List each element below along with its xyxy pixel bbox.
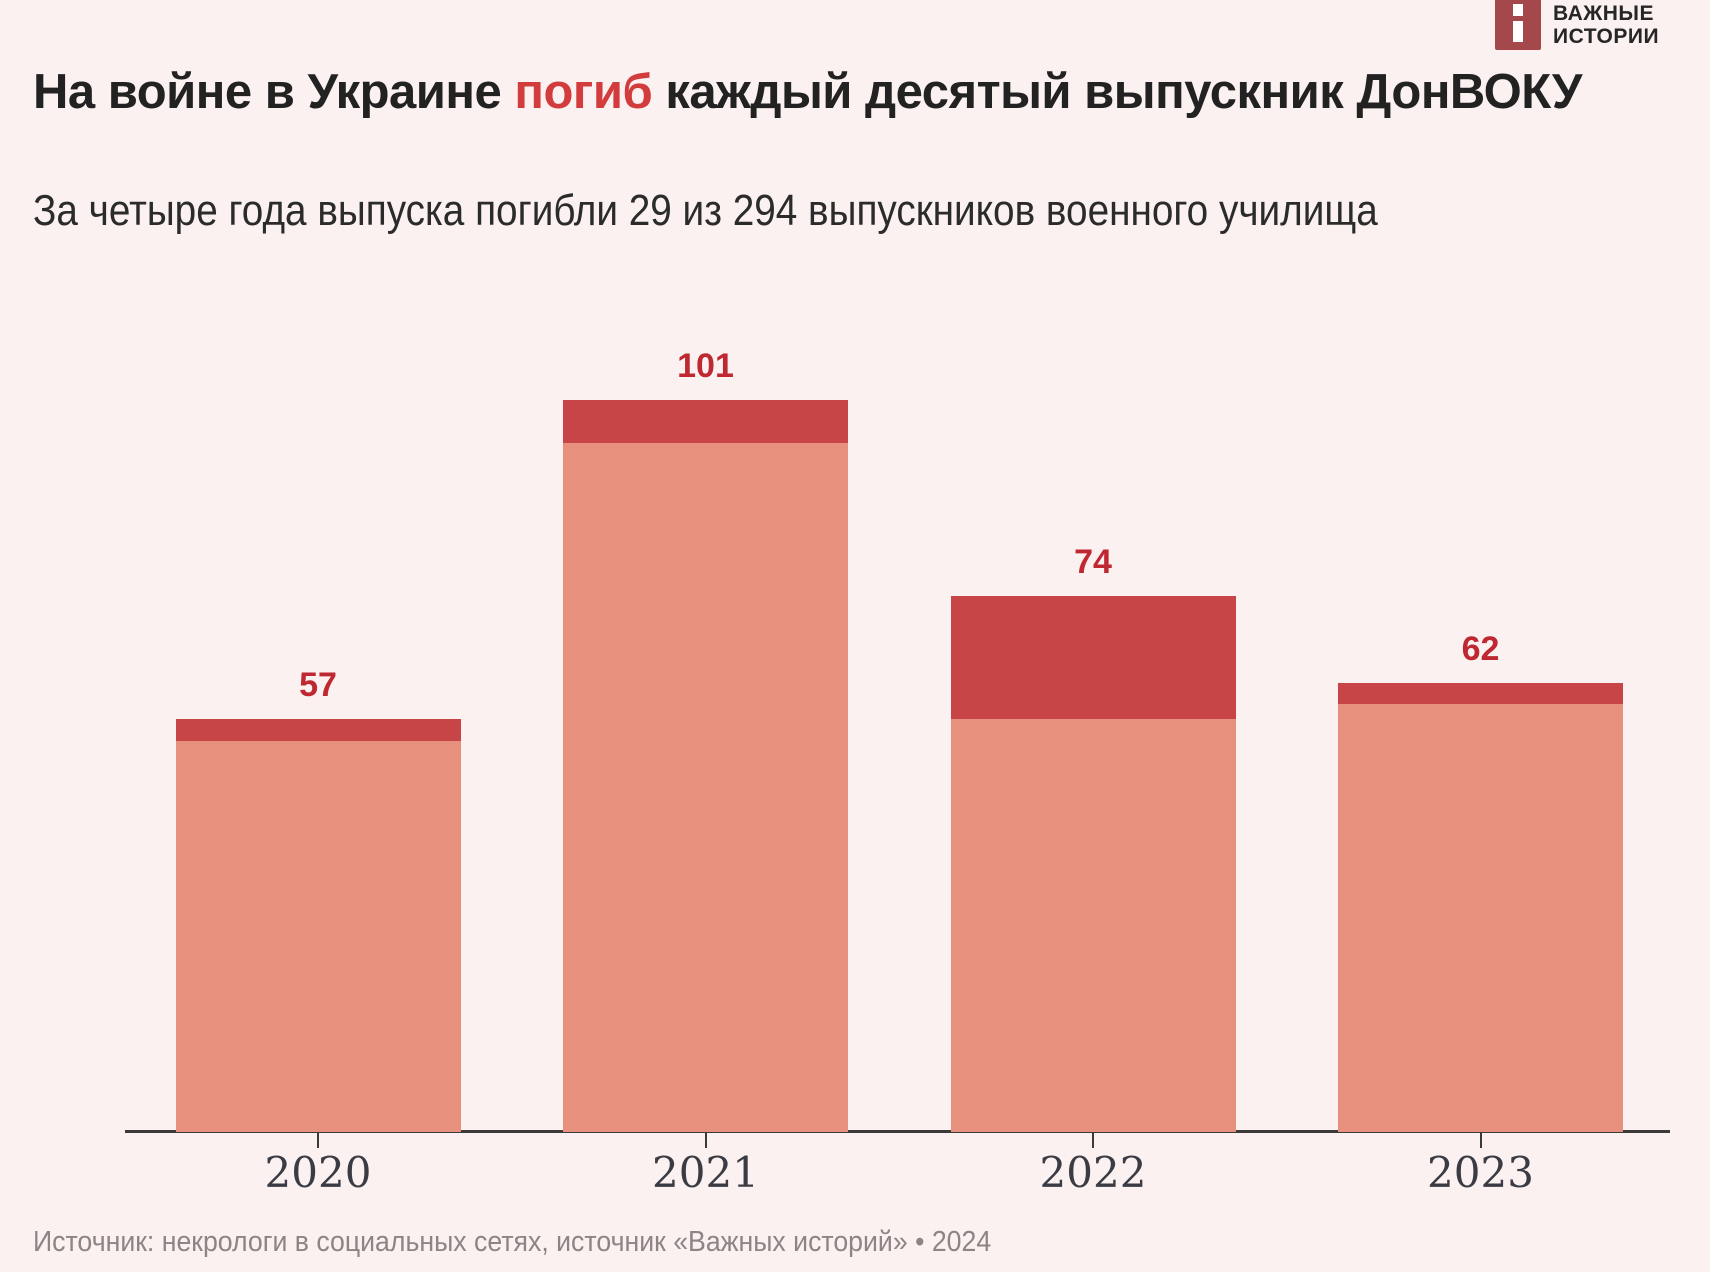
bar-2023-value-label: 62 xyxy=(1461,629,1500,668)
brand-name-line2: ИСТОРИИ xyxy=(1553,25,1660,48)
page-subtitle: За четыре года выпуска погибли 29 из 294… xyxy=(33,186,1378,235)
bar-2020 xyxy=(175,718,461,1132)
bar-2022-value-label: 74 xyxy=(1074,542,1112,581)
x-tick-label-2020: 2020 xyxy=(264,1148,372,1197)
x-axis-tick-2022 xyxy=(1092,1133,1094,1148)
x-tick-label-2022: 2022 xyxy=(1039,1148,1147,1197)
x-axis-tick-2020 xyxy=(317,1133,319,1148)
bar-2021-deaths-segment xyxy=(563,399,848,444)
brand-name: ВАЖНЫЕ ИСТОРИИ xyxy=(1553,2,1659,48)
bar-2023-deaths-segment xyxy=(1338,682,1623,705)
title-text-before: На войне в Украине xyxy=(33,65,515,119)
x-axis-tick-2021 xyxy=(704,1133,707,1148)
bar-2020-deaths-segment xyxy=(175,718,461,741)
bar-2021-value-label: 101 xyxy=(677,346,734,385)
logo-i-dot xyxy=(1513,4,1523,16)
title-highlight: погиб xyxy=(514,65,653,119)
bar-2022 xyxy=(950,595,1236,1132)
x-tick-label-2021: 2021 xyxy=(652,1148,759,1197)
source-note: Источник: некрологи в социальных сетях, … xyxy=(33,1226,992,1258)
brand-name-line1: ВАЖНЫЕ xyxy=(1553,2,1654,25)
bar-2021 xyxy=(563,399,848,1132)
bar-2022-deaths-segment xyxy=(950,595,1236,719)
bar-2020-value-label: 57 xyxy=(299,665,337,704)
istories-logo-icon xyxy=(1495,0,1541,50)
x-axis-line xyxy=(125,1130,1670,1133)
logo-i-stem xyxy=(1513,21,1523,42)
bar-2023 xyxy=(1338,682,1623,1132)
x-tick-label-2023: 2023 xyxy=(1427,1148,1534,1197)
x-axis-tick-2023 xyxy=(1479,1133,1482,1148)
title-text-after: каждый десятый выпускник ДонВОКУ xyxy=(652,65,1582,119)
page-title: На войне в Украине погиб каждый десятый … xyxy=(33,66,1683,119)
